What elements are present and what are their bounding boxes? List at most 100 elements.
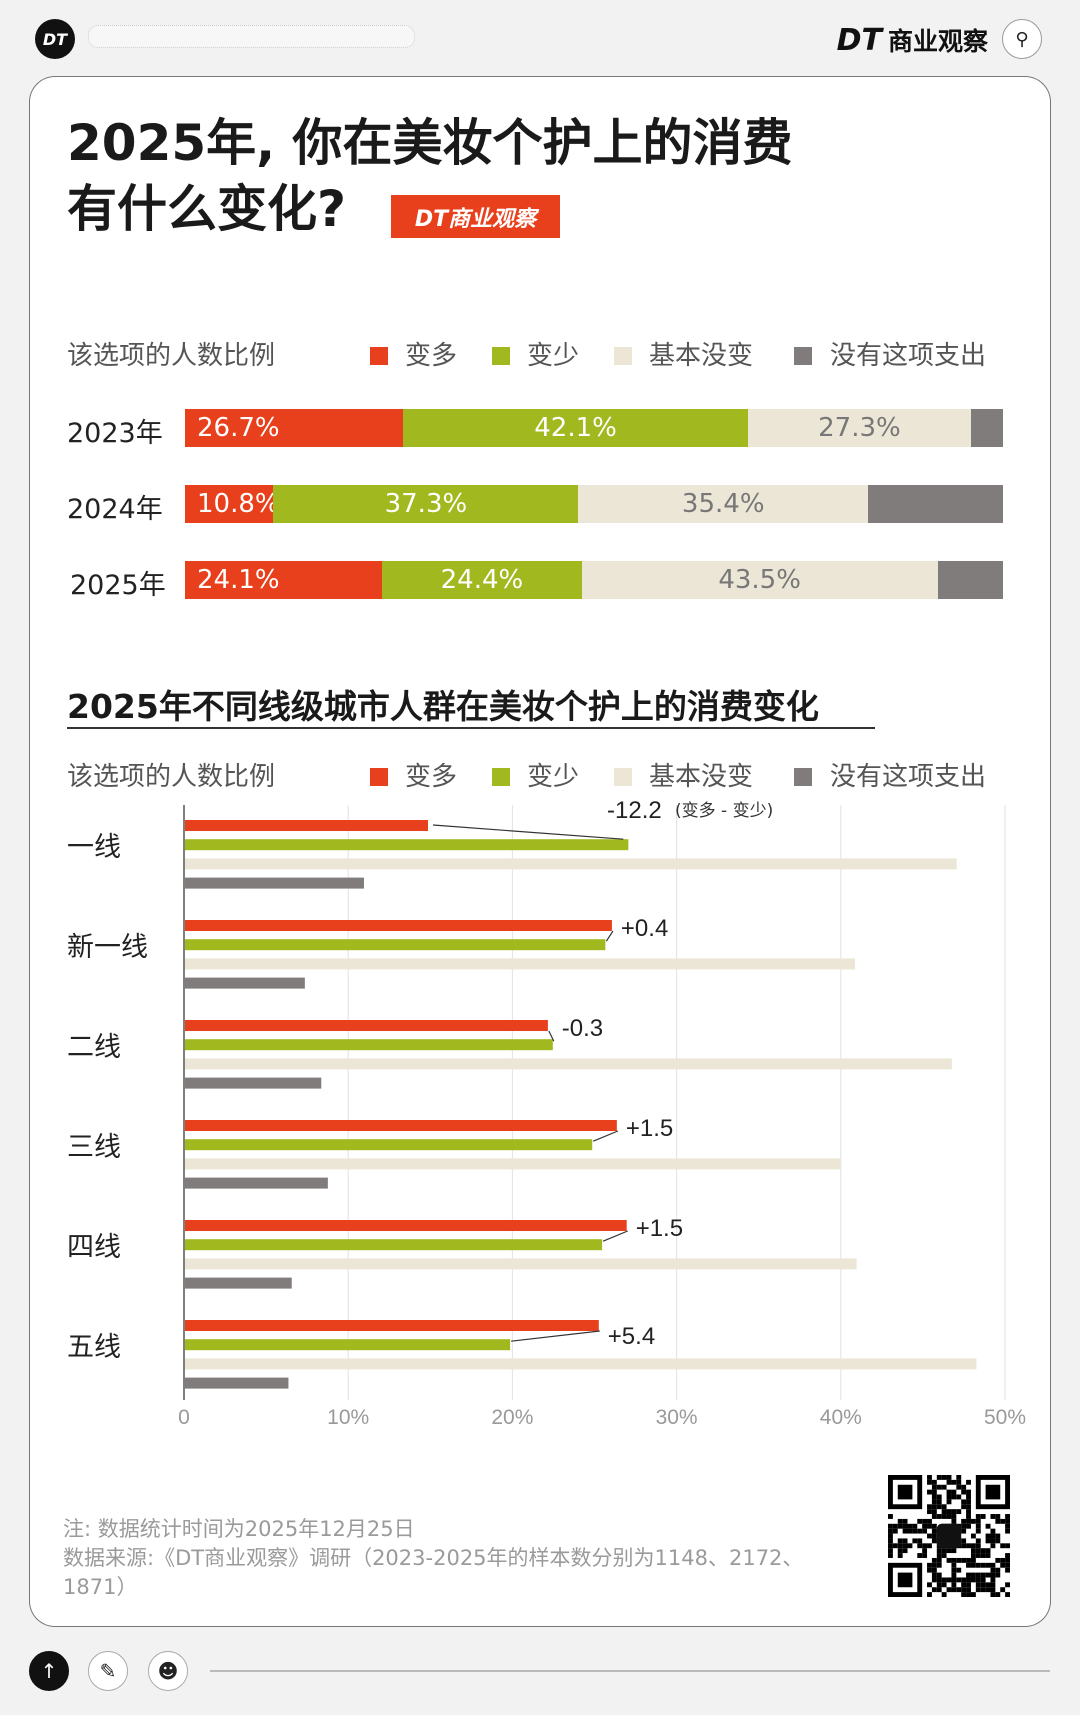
- qr-module: [941, 1553, 947, 1558]
- x-tick-label: 30%: [656, 1406, 698, 1429]
- qr-module: [892, 1528, 898, 1534]
- bar: [185, 1058, 952, 1070]
- qr-module: [951, 1489, 957, 1495]
- qr-module: [951, 1577, 957, 1583]
- qr-module: [980, 1562, 986, 1568]
- qr-module: [961, 1523, 967, 1529]
- qr-module: [1005, 1553, 1010, 1558]
- qr-module: [975, 1514, 981, 1519]
- bar: [185, 1377, 289, 1389]
- bar: [185, 1358, 977, 1370]
- qr-module: [897, 1538, 903, 1544]
- qr-module: [931, 1509, 937, 1515]
- bar: [185, 839, 629, 851]
- qr-module: [941, 1592, 947, 1597]
- qr-module: [966, 1523, 971, 1529]
- qr-module: [995, 1572, 1001, 1578]
- qr-module: [927, 1509, 932, 1515]
- annotation-arrow: [602, 1230, 628, 1242]
- qr-code: [888, 1475, 1010, 1597]
- qr-module: [966, 1562, 971, 1568]
- qr-module: [1005, 1562, 1010, 1568]
- legend-caption: 该选项的人数比例: [67, 762, 276, 792]
- title-line-1: 2025年, 你在美妆个护上的消费: [67, 114, 793, 172]
- difference-label: +5.4: [608, 1323, 655, 1350]
- bar-segment-label: 35.4%: [578, 485, 869, 523]
- qr-module: [927, 1543, 932, 1549]
- legend-swatch-more: [370, 768, 388, 786]
- legend-label-less: 变少: [527, 762, 580, 792]
- qr-module: [990, 1572, 996, 1578]
- qr-module: [946, 1494, 952, 1500]
- search-bar[interactable]: [88, 25, 415, 48]
- bar: [185, 858, 957, 870]
- qr-module: [1000, 1557, 1006, 1563]
- difference-note: (变多 - 变少): [675, 801, 773, 821]
- search-button[interactable]: ⚲: [1002, 19, 1042, 59]
- qr-module: [956, 1587, 962, 1593]
- legend-caption: 该选项的人数比例: [67, 341, 276, 371]
- legend-swatch-same: [614, 347, 632, 365]
- qr-module: [897, 1543, 903, 1549]
- bar: [185, 939, 606, 951]
- bar: [185, 877, 364, 889]
- qr-module: [951, 1562, 957, 1568]
- difference-label: -0.3: [562, 1015, 603, 1042]
- scroll-top-button[interactable]: ↑: [29, 1651, 69, 1691]
- qr-module: [1000, 1587, 1006, 1593]
- qr-module: [922, 1548, 928, 1554]
- qr-module: [951, 1518, 957, 1524]
- qr-module: [985, 1562, 991, 1568]
- qr-module: [931, 1562, 937, 1568]
- edit-button[interactable]: ✎: [88, 1651, 128, 1691]
- qr-module: [936, 1557, 942, 1563]
- qr-module: [931, 1489, 937, 1495]
- qr-module: [961, 1518, 967, 1524]
- qr-module: [970, 1592, 976, 1597]
- brand: DT 商业观察: [837, 22, 988, 58]
- qr-module: [927, 1523, 932, 1529]
- profile-button[interactable]: ☻: [148, 1651, 188, 1691]
- qr-module: [951, 1479, 957, 1485]
- qr-module: [951, 1582, 957, 1588]
- qr-module: [966, 1504, 971, 1510]
- qr-module: [946, 1577, 952, 1583]
- qr-module: [888, 1543, 893, 1549]
- stacked-bar: 24.1% 24.4% 43.5%: [185, 561, 1003, 599]
- legend-label-none: 没有这项支出: [830, 762, 987, 792]
- qr-module: [931, 1587, 937, 1593]
- bar: [185, 1020, 548, 1031]
- qr-module: [970, 1553, 976, 1558]
- qr-module: [946, 1557, 952, 1563]
- qr-module: [951, 1509, 957, 1515]
- qr-module: [961, 1592, 967, 1597]
- qr-module: [888, 1528, 893, 1534]
- qr-module: [946, 1475, 952, 1480]
- bar-segment: [971, 409, 1003, 447]
- bar-segment-label: 43.5%: [581, 561, 938, 599]
- qr-module: [941, 1577, 947, 1583]
- qr-module: [927, 1518, 932, 1524]
- bar: [185, 820, 429, 831]
- qr-module: [1000, 1518, 1006, 1524]
- qr-finder: [985, 1484, 1001, 1500]
- qr-module: [975, 1518, 981, 1524]
- annotation-arrow: [605, 930, 614, 942]
- qr-module: [951, 1587, 957, 1593]
- qr-module: [980, 1587, 986, 1593]
- qr-module: [922, 1543, 928, 1549]
- bar: [185, 1239, 603, 1251]
- qr-module: [912, 1523, 918, 1529]
- qr-module: [966, 1592, 971, 1597]
- qr-module: [946, 1587, 952, 1593]
- qr-module: [936, 1572, 942, 1578]
- dt-logo[interactable]: DT: [35, 19, 75, 59]
- qr-module: [961, 1504, 967, 1510]
- qr-module: [941, 1548, 947, 1554]
- arrow-up-icon: ↑: [40, 1659, 58, 1683]
- qr-module: [995, 1592, 1001, 1597]
- bar: [185, 1077, 322, 1089]
- qr-module: [970, 1577, 976, 1583]
- section-title-underline: [67, 727, 875, 729]
- qr-module: [927, 1562, 932, 1568]
